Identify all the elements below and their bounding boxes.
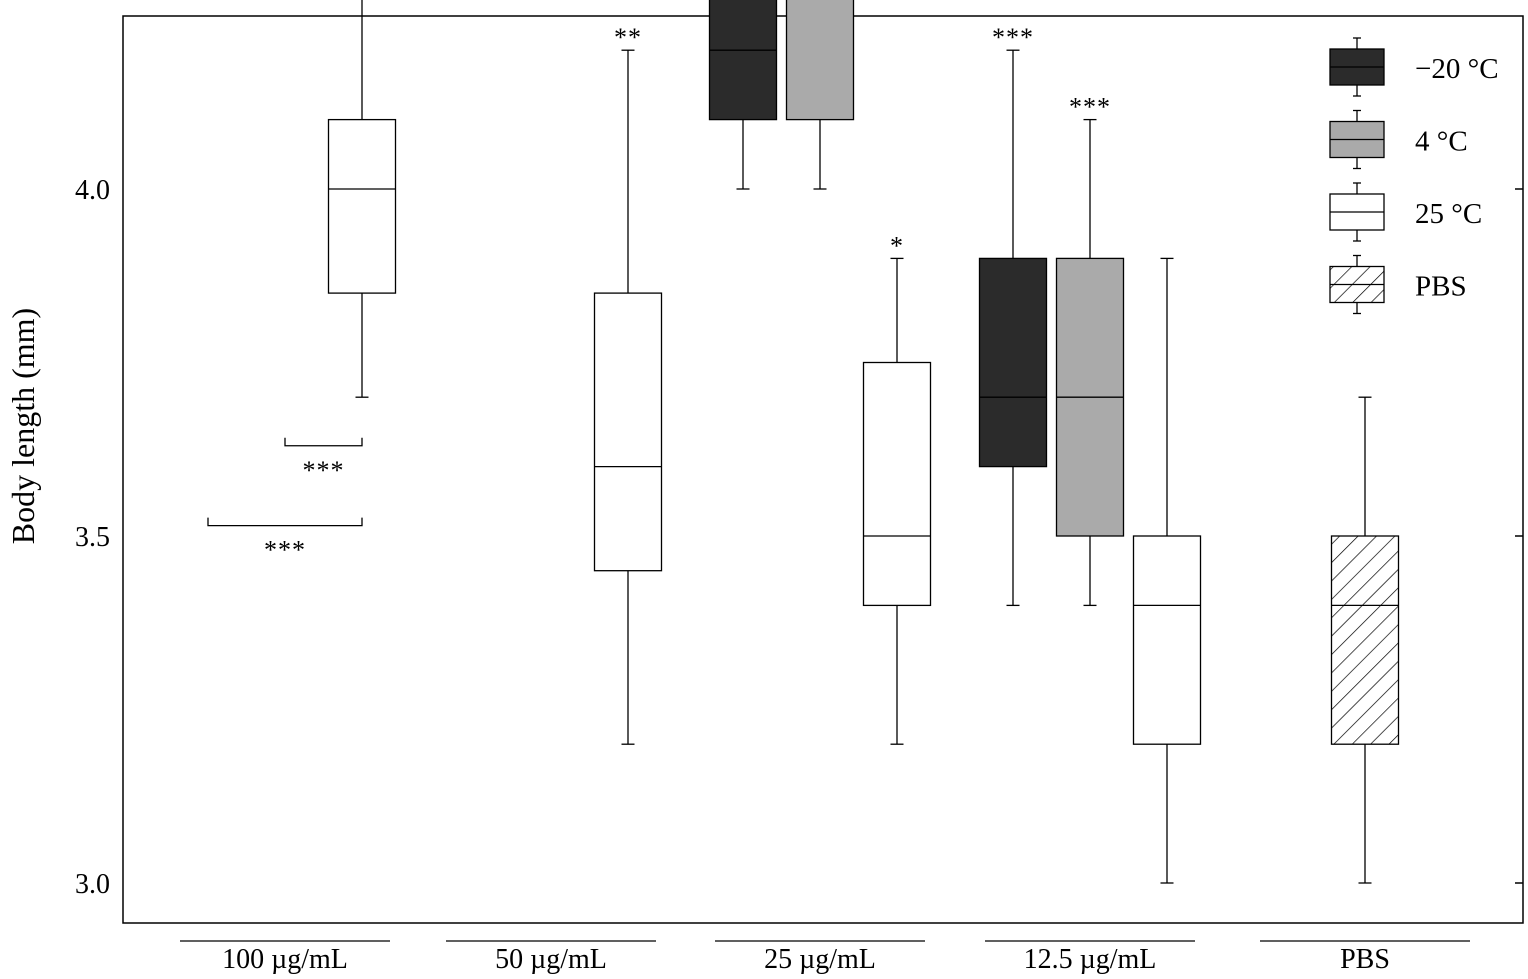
significance-label: ** <box>614 23 642 52</box>
significance-label: *** <box>1069 93 1111 122</box>
iqr-box <box>785 0 855 121</box>
y-axis-title: Body length (mm) <box>5 308 41 544</box>
group-label: 100 µg/mL <box>222 944 348 975</box>
y-axis: 3.03.54.04.55.05.5 <box>75 175 1523 900</box>
legend-item: 25 °C <box>1329 182 1482 242</box>
box-3-0: *** <box>978 23 1048 607</box>
box-3-1: *** <box>1055 93 1125 607</box>
box-3-2 <box>1132 257 1202 884</box>
iqr-box <box>327 118 397 294</box>
y-tick-label: 4.0 <box>75 175 110 206</box>
comparison-bracket <box>207 517 363 527</box>
legend-item: −20 °C <box>1329 37 1499 97</box>
legend-label: 4 °C <box>1415 126 1468 158</box>
legend-item: PBS <box>1329 254 1467 315</box>
group-label: 25 µg/mL <box>764 944 876 975</box>
box-series: ****************************** <box>327 0 1400 884</box>
significance-label: * <box>890 231 904 260</box>
y-tick-label: 3.0 <box>75 869 110 900</box>
comparison-bracket <box>284 437 363 447</box>
iqr-box <box>1330 535 1400 745</box>
box-0-2: *** <box>327 0 397 398</box>
group-label: 12.5 µg/mL <box>1024 944 1157 975</box>
legend: −20 °C 4 °C 25 °C PBS <box>1329 37 1499 315</box>
y-tick-label: 3.5 <box>75 522 110 553</box>
iqr-box <box>978 257 1048 468</box>
box-2-0: *** <box>708 0 778 190</box>
group-label: 50 µg/mL <box>495 944 607 975</box>
box-4-0 <box>1330 396 1400 884</box>
legend-label: −20 °C <box>1415 53 1499 85</box>
iqr-box <box>708 0 778 121</box>
iqr-box <box>862 361 932 607</box>
significance-label: *** <box>992 23 1034 52</box>
box-2-2: * <box>862 231 932 745</box>
significance-brackets: *** *** <box>207 437 363 565</box>
group-label: PBS <box>1340 944 1390 975</box>
bracket-significance-label: *** <box>303 456 345 485</box>
x-axis-groups: 100 µg/mL 50 µg/mL 25 µg/mL 12.5 µg/mL PBS <box>180 940 1470 975</box>
box-1-2: ** <box>593 23 663 745</box>
legend-item: 4 °C <box>1329 109 1468 170</box>
legend-label: 25 °C <box>1415 198 1482 230</box>
iqr-box <box>1132 535 1202 745</box>
box-2-1: *** <box>785 0 855 190</box>
iqr-box <box>593 292 663 572</box>
legend-label: PBS <box>1415 271 1467 303</box>
bracket-significance-label: *** <box>264 536 306 565</box>
